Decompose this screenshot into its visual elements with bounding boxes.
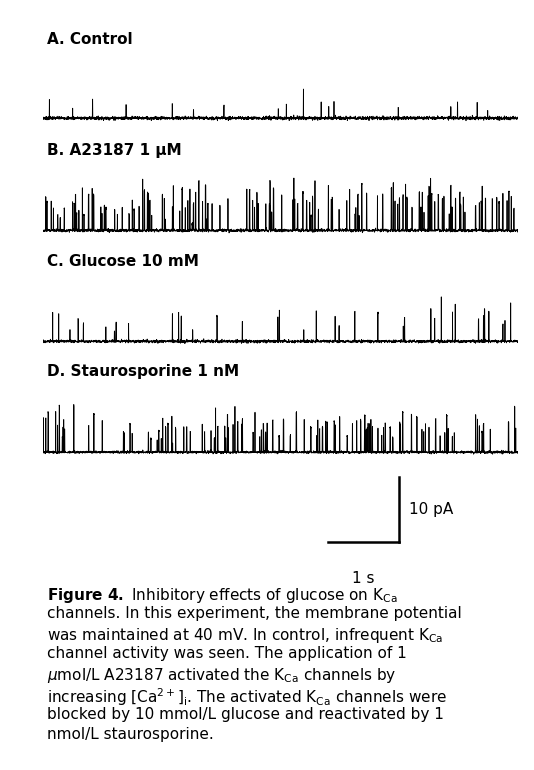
Text: blocked by 10 mmol/L glucose and reactivated by 1: blocked by 10 mmol/L glucose and reactiv… (48, 707, 444, 721)
Text: $\mathbf{Figure\ 4.}$ Inhibitory effects of glucose on K$_\mathrm{Ca}$: $\mathbf{Figure\ 4.}$ Inhibitory effects… (48, 586, 398, 605)
Text: 1 s: 1 s (352, 571, 375, 586)
Text: 10 pA: 10 pA (409, 502, 453, 517)
Text: B. A23187 1 μM: B. A23187 1 μM (48, 142, 182, 158)
Text: A. Control: A. Control (48, 32, 133, 47)
Text: was maintained at 40 mV. In control, infrequent K$_\mathrm{Ca}$: was maintained at 40 mV. In control, inf… (48, 626, 444, 645)
Text: channel activity was seen. The application of 1: channel activity was seen. The applicati… (48, 646, 407, 661)
Text: nmol/L staurosporine.: nmol/L staurosporine. (48, 727, 214, 742)
Text: $\mu$mol/L A23187 activated the K$_\mathrm{Ca}$ channels by: $\mu$mol/L A23187 activated the K$_\math… (48, 667, 397, 685)
Text: increasing [Ca$^{2+}$]$_\mathrm{i}$. The activated K$_\mathrm{Ca}$ channels were: increasing [Ca$^{2+}$]$_\mathrm{i}$. The… (48, 687, 447, 708)
Text: D. Staurosporine 1 nM: D. Staurosporine 1 nM (48, 364, 240, 380)
Text: C. Glucose 10 mM: C. Glucose 10 mM (48, 253, 199, 269)
Text: channels. In this experiment, the membrane potential: channels. In this experiment, the membra… (48, 606, 462, 621)
